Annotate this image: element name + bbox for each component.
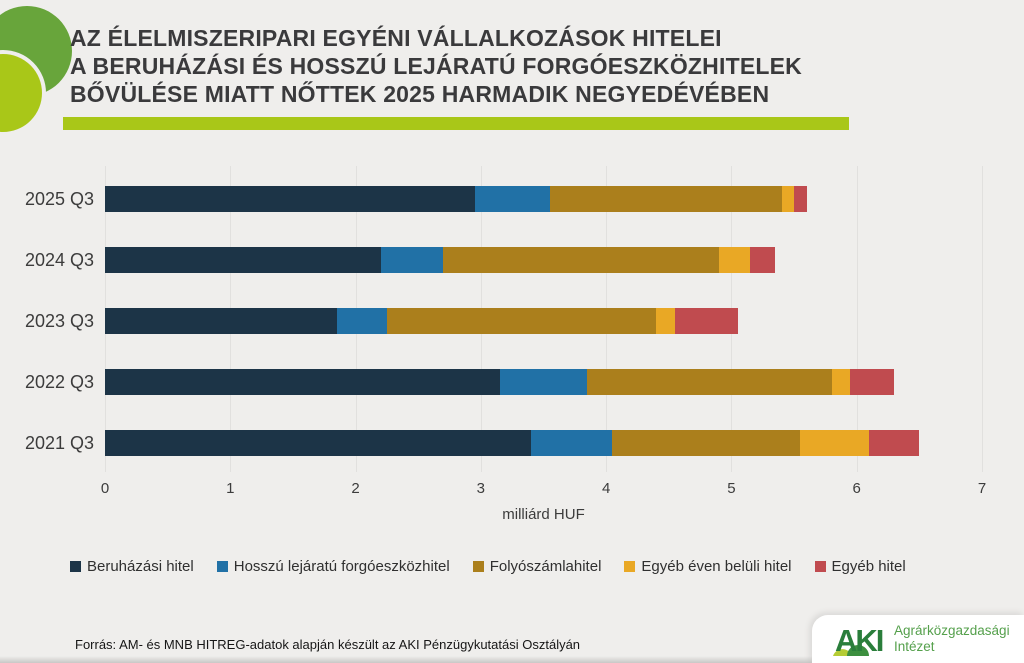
- legend-label: Folyószámlahitel: [489, 558, 602, 575]
- aki-logo-card: AKI Agrárközgazdasági Intézet: [812, 615, 1024, 663]
- bar-segment: [794, 186, 807, 212]
- legend-label: Egyéb hitel: [831, 558, 906, 575]
- bar-segment: [750, 247, 776, 273]
- chart-legend: Beruházási hitel Hosszú lejáratú forgóesz…: [70, 558, 906, 575]
- legend-swatch: [70, 561, 81, 572]
- title-line-2: A BERUHÁZÁSI ÉS HOSSZÚ LEJÁRATÚ FORGÓESZ…: [70, 53, 802, 79]
- title-line-3: BŐVÜLÉSE MIATT NŐTTEK 2025 HARMADIK NEGY…: [70, 81, 770, 107]
- bar-segment: [850, 369, 895, 395]
- legend-label: Egyéb éven belüli hitel: [641, 558, 792, 575]
- bar-segment: [386, 308, 657, 334]
- bar-segment: [105, 308, 337, 334]
- title-line-1: AZ ÉLELMISZERIPARI EGYÉNI VÁLLALKOZÁSOK …: [70, 25, 722, 51]
- bar-segment: [380, 247, 444, 273]
- bar-segment: [831, 369, 851, 395]
- bar-segment: [718, 247, 751, 273]
- title-underline-bar: [63, 117, 849, 130]
- x-tick-label: 1: [226, 480, 235, 497]
- x-tick-label: 4: [601, 480, 611, 497]
- x-axis-label: milliárd HUF: [502, 506, 585, 523]
- page-title: AZ ÉLELMISZERIPARI EGYÉNI VÁLLALKOZÁSOK …: [70, 24, 802, 108]
- source-note: Forrás: AM- és MNB HITREG-adatok alapján…: [75, 637, 581, 652]
- logo-name-line-1: Agrárközgazdasági: [894, 623, 1010, 638]
- bar-segment: [800, 430, 870, 456]
- x-tick-label: 5: [727, 480, 736, 497]
- legend-item: Egyéb hitel: [814, 558, 906, 575]
- x-tick-label: 3: [476, 480, 486, 497]
- bar-row: [105, 369, 982, 395]
- y-axis-label: 2022 Q3: [24, 372, 94, 392]
- bottom-shadow: [0, 656, 1024, 663]
- bar-segment: [499, 369, 588, 395]
- bar-segment: [781, 186, 795, 212]
- legend-swatch: [472, 561, 484, 572]
- bar-segment: [105, 186, 475, 212]
- legend-label: Hosszú lejáratú forgóeszközhitel: [233, 558, 450, 575]
- legend-item: Beruházási hitel: [70, 558, 194, 575]
- legend-label: Beruházási hitel: [87, 558, 194, 575]
- bar-segment: [675, 308, 738, 334]
- bar-row: [105, 247, 982, 273]
- bar-row: [105, 186, 982, 212]
- aki-logo-text: Agrárközgazdasági Intézet: [894, 623, 1010, 655]
- bar-segment: [869, 430, 920, 456]
- bar-segment: [105, 369, 500, 395]
- bar-segment: [443, 247, 719, 273]
- bar-row: [105, 308, 982, 334]
- bar-segment: [612, 430, 801, 456]
- legend-swatch: [216, 561, 228, 572]
- aki-logo-icon: AKI: [833, 623, 885, 657]
- legend-item: Hosszú lejáratú forgóeszközhitel: [216, 558, 450, 575]
- y-axis-label: 2025 Q3: [24, 189, 94, 209]
- bar-segment: [656, 308, 676, 334]
- logo-name-line-2: Intézet: [894, 639, 935, 654]
- x-tick-label: 2: [351, 480, 360, 497]
- legend-item: Egyéb éven belüli hitel: [624, 558, 792, 575]
- bar-segment: [474, 186, 550, 212]
- svg-text:AKI: AKI: [835, 623, 883, 657]
- bar-segment: [587, 369, 832, 395]
- x-tick-label: 6: [852, 480, 861, 497]
- x-tick-label: 7: [977, 480, 987, 497]
- y-axis-label: 2023 Q3: [24, 311, 94, 331]
- legend-swatch: [814, 561, 826, 572]
- stacked-bar-chart: milliárd HUF 0 1 2 3 4 5 6 7 2025 Q3 2024 Q3 2023 …: [25, 166, 986, 523]
- gridline: [982, 166, 983, 472]
- gridline: [856, 166, 858, 472]
- bar-segment: [336, 308, 387, 334]
- bar-segment: [105, 247, 381, 273]
- bar-segment: [549, 186, 782, 212]
- y-axis-label: 2024 Q3: [24, 250, 94, 270]
- legend-item: Folyószámlahitel: [472, 558, 602, 575]
- y-axis-label: 2021 Q3: [24, 433, 94, 453]
- x-tick-label: 0: [100, 480, 110, 497]
- legend-swatch: [624, 561, 636, 572]
- bar-segment: [105, 430, 531, 456]
- bar-row: [105, 430, 982, 456]
- bar-segment: [530, 430, 613, 456]
